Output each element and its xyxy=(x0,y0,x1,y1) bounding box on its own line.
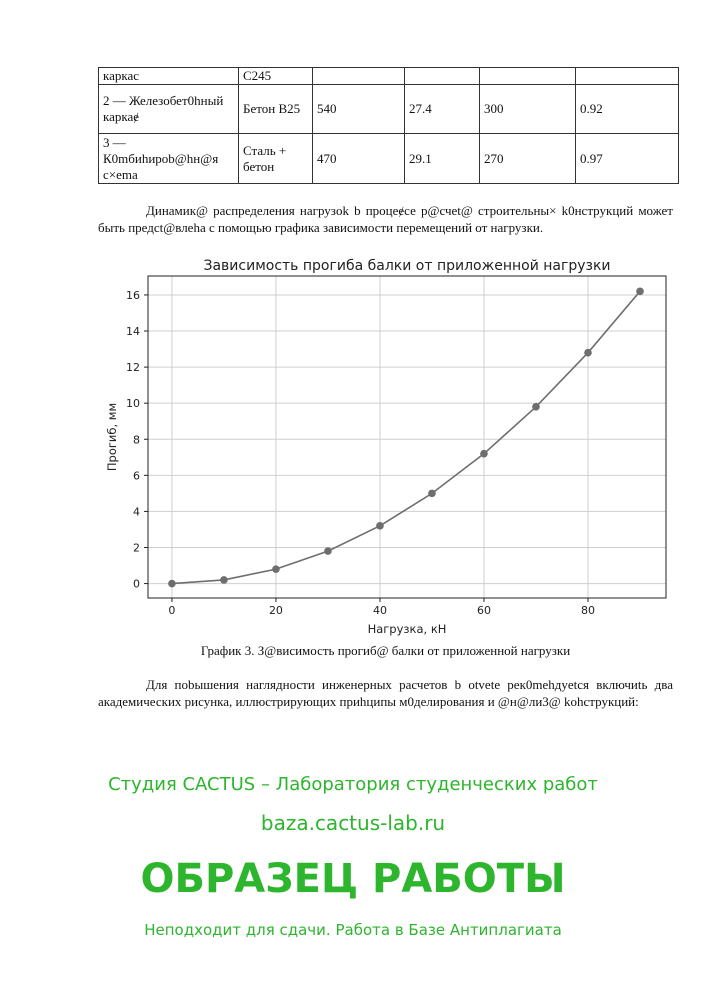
data-point xyxy=(272,565,280,573)
data-point xyxy=(168,579,176,588)
series-line xyxy=(171,290,641,585)
table-cell: 2 — Железобет0hный каркаɇ xyxy=(98,84,239,134)
table-cell: 3 — К0mбиhиpob@hн@я с×ema xyxy=(98,133,239,184)
x-tick-label: 20 xyxy=(269,604,283,617)
data-point xyxy=(532,402,540,411)
data-point xyxy=(480,449,488,458)
y-tick-label: 8 xyxy=(133,433,140,446)
table-cell: 29.1 xyxy=(404,133,480,184)
x-axis-label: Нагрузка, кН xyxy=(368,622,447,636)
paragraph: Для пobышения наглядности инженерных рас… xyxy=(98,677,673,709)
y-tick-label: 2 xyxy=(133,541,140,554)
data-point xyxy=(636,287,644,296)
watermark-line: Студия CACTUS – Лаборатория студенческих… xyxy=(108,774,598,795)
table-row: 3 — К0mбиhиpob@hн@я с×ema Сталь + бетон … xyxy=(98,133,679,184)
y-tick-label: 14 xyxy=(126,325,140,338)
y-tick-label: 0 xyxy=(133,578,140,591)
data-point xyxy=(324,547,332,555)
deflection-chart: Зависимость прогиба балки от приложенной… xyxy=(105,258,667,636)
data-point xyxy=(376,522,384,530)
table-cell: 0.97 xyxy=(575,133,679,184)
data-point xyxy=(220,576,228,584)
watermark-line: baza.cactus-lab.ru xyxy=(261,811,445,835)
data-point xyxy=(428,489,436,498)
x-tick-label: 0 xyxy=(168,604,175,617)
table-cell: 540 xyxy=(312,84,405,134)
x-tick-label: 80 xyxy=(581,604,595,617)
figure-caption: График 3. З@висимость прогиб@ балки от п… xyxy=(200,643,571,658)
y-tick-label: 10 xyxy=(126,397,140,410)
y-tick-label: 6 xyxy=(133,469,140,482)
table-cell: 27.4 xyxy=(404,84,480,134)
plot-frame xyxy=(147,275,667,599)
y-tick-label: 12 xyxy=(126,361,140,374)
data-table: каркас С245 2 — Железобет0hный каркаɇ Бе… xyxy=(98,67,679,184)
table-cell: 470 xyxy=(312,133,405,184)
y-tick-label: 4 xyxy=(133,505,140,518)
y-axis-label: Прогиб, мм xyxy=(105,403,119,471)
x-tick-label: 60 xyxy=(477,604,491,617)
x-tick-label: 40 xyxy=(373,604,387,617)
data-point xyxy=(584,348,592,357)
y-tick-label: 16 xyxy=(126,289,140,302)
paragraph: Динамик@ распределения нагрузok b процеɇ… xyxy=(98,203,673,235)
watermark-line: Неподходит для сдачи. Работа в Базе Анти… xyxy=(144,921,562,939)
table-cell: Бетон В25 xyxy=(238,84,313,134)
watermark-line: ОБРАЗЕЦ РАБОТЫ xyxy=(140,856,565,902)
table-cell: 270 xyxy=(479,133,576,184)
table-cell: Сталь + бетон xyxy=(238,133,313,184)
chart-title: Зависимость прогиба балки от приложенной… xyxy=(204,258,611,274)
table-row: 2 — Железобет0hный каркаɇ Бетон В25 540 … xyxy=(98,84,679,134)
